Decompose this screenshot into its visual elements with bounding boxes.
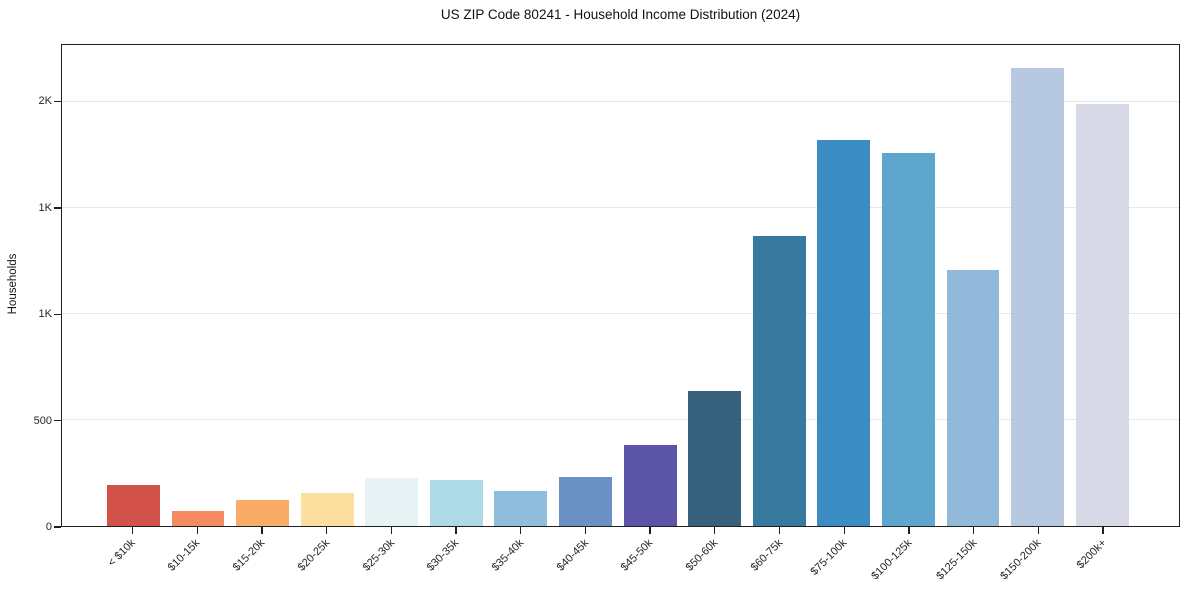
x-tick-mark [131, 527, 134, 534]
gridline [62, 207, 1179, 209]
bar-40-45k [559, 477, 612, 526]
x-tick-label: $200k+ [1074, 537, 1109, 572]
x-tick-label: $125-150k [933, 537, 980, 583]
bar-30-35k [429, 480, 483, 526]
x-tick-mark [1102, 527, 1104, 534]
x-tick-mark [649, 527, 651, 534]
bar-45-50k [623, 445, 677, 526]
x-tick-label: $45-50k [618, 537, 656, 574]
x-tick-mark [325, 527, 328, 534]
x-tick-label: $15-20k [230, 537, 268, 574]
x-tick-mark [455, 527, 457, 534]
y-tick-mark [54, 526, 61, 528]
bar-10-15k [171, 511, 225, 526]
x-tick-label: $10-15k [166, 537, 203, 574]
bar-15-20k [236, 499, 289, 526]
x-tick-label: $50-60k [683, 537, 721, 574]
x-tick-mark [908, 527, 910, 534]
chart-title: US ZIP Code 80241 - Household Income Dis… [440, 7, 801, 22]
plot-area [61, 44, 1180, 527]
bar-200k+ [1075, 104, 1129, 526]
x-tick-label: $60-75k [748, 537, 785, 574]
y-tick-label: 2K [38, 95, 52, 108]
bar-50-60k [688, 391, 742, 526]
y-tick-label: 0 [45, 521, 52, 533]
x-tick-label: $100-125k [869, 537, 915, 583]
x-tick-label: $35-40k [489, 537, 527, 574]
bar-25-30k [365, 478, 419, 526]
y-tick-mark [54, 100, 61, 103]
x-tick-mark [714, 527, 716, 534]
x-tick-mark [196, 527, 198, 534]
x-tick-label: $30-35k [424, 537, 462, 574]
bar-100-125k [881, 153, 935, 526]
y-tick-mark [54, 313, 61, 315]
gridline [62, 101, 1179, 103]
x-tick-mark [390, 527, 392, 534]
x-tick-label: < $10k [105, 537, 138, 570]
y-tick-label: 1K [38, 201, 52, 214]
y-tick-mark [54, 419, 61, 422]
y-tick-label: 500 [33, 414, 52, 427]
x-tick-mark [1037, 527, 1039, 534]
x-tick-mark [972, 527, 975, 534]
x-tick-label: $75-100k [808, 537, 850, 578]
bar-60-75k [752, 235, 806, 526]
bar-125-150k [946, 269, 1000, 526]
bar-35-40k [494, 491, 548, 526]
gridline [62, 419, 1179, 421]
y-tick-label: 1K [38, 308, 52, 321]
x-tick-mark [584, 527, 587, 534]
x-tick-mark [843, 527, 845, 534]
bar-75-100k [817, 140, 871, 526]
x-tick-label: $25-30k [360, 537, 397, 574]
gridline [62, 313, 1179, 315]
x-tick-label: $20-25k [295, 537, 333, 574]
x-tick-mark [261, 527, 263, 534]
x-tick-mark [520, 527, 522, 534]
x-tick-label: $150-200k [998, 537, 1044, 583]
bar-20-25k [300, 493, 354, 526]
y-tick-mark [54, 207, 61, 209]
bar-150-200k [1011, 68, 1064, 526]
bar-10k [106, 484, 160, 526]
x-tick-mark [778, 527, 781, 534]
x-tick-label: $40-45k [554, 537, 591, 574]
